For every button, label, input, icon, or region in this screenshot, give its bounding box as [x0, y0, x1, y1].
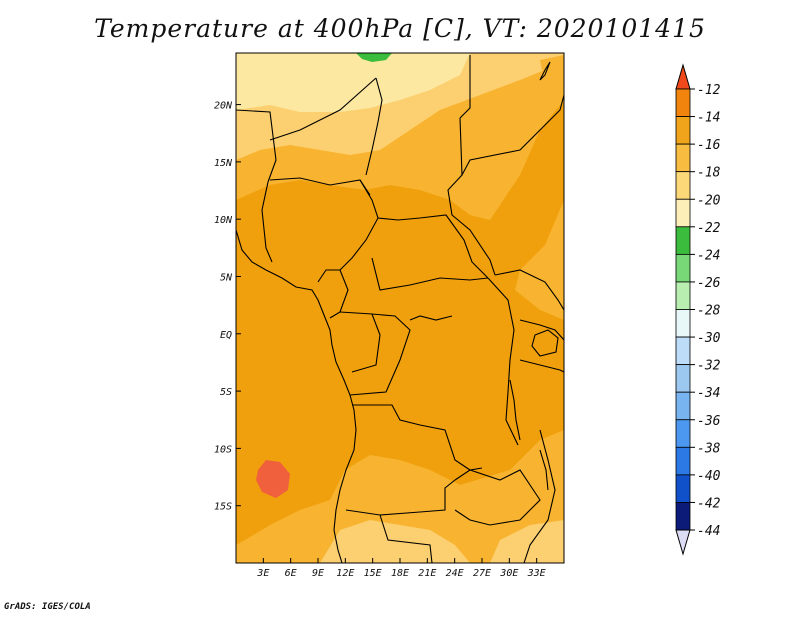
x-tick-label: 3E	[256, 568, 269, 579]
x-tick-label: 15E	[364, 568, 382, 579]
border-niger	[269, 77, 377, 141]
colorbar-label: -36	[697, 414, 721, 429]
border-car-south	[371, 257, 489, 291]
y-tick-label: 20N	[214, 101, 233, 112]
x-tick-label: 6E	[285, 568, 297, 579]
lake-victoria	[531, 329, 559, 357]
colorbar-segment	[675, 364, 691, 393]
colorbar-label: -12	[697, 83, 721, 98]
coastline-west	[236, 229, 357, 563]
colorbar-segment	[675, 474, 691, 503]
border-uganda	[519, 319, 564, 341]
border-drc-angola	[352, 404, 483, 471]
colorbar-segment	[675, 116, 691, 145]
colorbar-label: -24	[697, 248, 720, 263]
border-cameroon-south	[329, 269, 349, 319]
x-tick-label: 24E	[446, 568, 464, 579]
field-east-band	[515, 200, 564, 320]
border-angola-south	[345, 479, 456, 516]
border-car	[377, 214, 489, 279]
y-tick-label: 5S	[220, 387, 232, 398]
colorbar-label: -40	[697, 469, 721, 484]
border-libya-egypt	[459, 55, 471, 119]
colorbar: -12 -14 -16 -18 -20 -22 -24 -26 -28 -30 -32 -34 -36 -…	[675, 63, 721, 556]
colorbar-label: -22	[697, 221, 721, 236]
colorbar-label: -20	[697, 193, 721, 208]
colorbar-label: -26	[697, 276, 721, 291]
colorbar-segment	[675, 502, 691, 531]
y-tick-label: 10S	[214, 444, 232, 455]
border-nigeria	[261, 181, 273, 263]
x-tick-label: 21E	[418, 568, 436, 579]
border-chad-sudan	[461, 94, 564, 176]
colorbar-label: -34	[697, 386, 720, 401]
colorbar-segment	[675, 171, 691, 200]
field-south-pale	[320, 520, 470, 563]
border-namibia	[379, 514, 433, 563]
colorbar-segment	[675, 446, 691, 476]
border-zambia	[454, 469, 541, 526]
colorbar-segment	[675, 391, 691, 421]
chart-title: Temperature at 400hPa [C], VT: 202010141…	[94, 14, 706, 43]
y-tick-label: 10N	[214, 215, 233, 226]
colorbar-segment	[675, 281, 691, 310]
colorbar-top-arrow	[675, 63, 691, 90]
border-east-coast	[523, 429, 556, 563]
congo-river	[409, 315, 453, 321]
border-congo-drc	[349, 313, 411, 396]
colorbar-label: -14	[697, 111, 720, 126]
border-gabon	[339, 311, 381, 373]
colorbar-segment	[675, 309, 691, 338]
colorbar-segment	[675, 198, 691, 228]
y-tick-label: 15S	[214, 502, 232, 513]
border-tanzania	[519, 359, 564, 373]
country-borders	[236, 55, 564, 563]
colorbar-label: -18	[697, 166, 721, 181]
x-axis: 3E 6E 9E 12E 15E 18E 21E 24E 27E 30E 33E	[256, 558, 546, 579]
lake-tanganyika	[509, 379, 521, 441]
border-sudan-south	[494, 269, 564, 311]
x-tick-label: 9E	[312, 568, 324, 579]
y-tick-label: 15N	[214, 158, 233, 169]
colorbar-label: -42	[697, 496, 721, 511]
border-nigeria-cameroon	[317, 179, 379, 283]
border-drc-east	[487, 277, 519, 446]
grads-credit: GrADS: IGES/COLA	[4, 602, 91, 612]
y-tick-label: EQ	[220, 330, 232, 341]
colorbar-segment	[675, 419, 691, 448]
colorbar-segment	[675, 143, 691, 173]
colorbar-segment	[675, 253, 691, 283]
colorbar-label: -44	[697, 524, 720, 539]
field-north-palest	[236, 53, 470, 112]
border-mali	[236, 109, 277, 183]
colorbar-label: -30	[697, 331, 721, 346]
colorbar-label: -32	[697, 359, 721, 374]
field-southeast-pale	[490, 520, 564, 563]
x-tick-label: 18E	[391, 568, 409, 579]
temperature-field	[236, 53, 564, 563]
lake-malawi	[539, 449, 549, 491]
border-algeria-libya	[365, 77, 383, 176]
colorbar-segment	[675, 226, 691, 255]
colorbar-segment	[675, 88, 691, 117]
y-tick-label: 5N	[220, 272, 233, 283]
colorbar-label: -38	[697, 441, 721, 456]
x-tick-label: 33E	[527, 568, 546, 579]
red-sea-coast	[539, 61, 551, 81]
colorbar-segment	[675, 336, 691, 366]
y-axis: 20N 15N 10N 5N EQ 5S 10S 15S	[214, 101, 241, 513]
x-tick-label: 12E	[336, 568, 354, 579]
field-northeast-warm	[540, 55, 564, 90]
x-tick-label: 30E	[499, 568, 518, 579]
colorbar-label: -28	[697, 304, 721, 319]
field-green-spot	[356, 53, 392, 62]
field-warm-spot	[256, 460, 290, 498]
colorbar-bottom-arrow	[675, 529, 691, 556]
x-tick-label: 27E	[473, 568, 491, 579]
field-southeast-band	[236, 430, 564, 563]
colorbar-label: -16	[697, 138, 721, 153]
